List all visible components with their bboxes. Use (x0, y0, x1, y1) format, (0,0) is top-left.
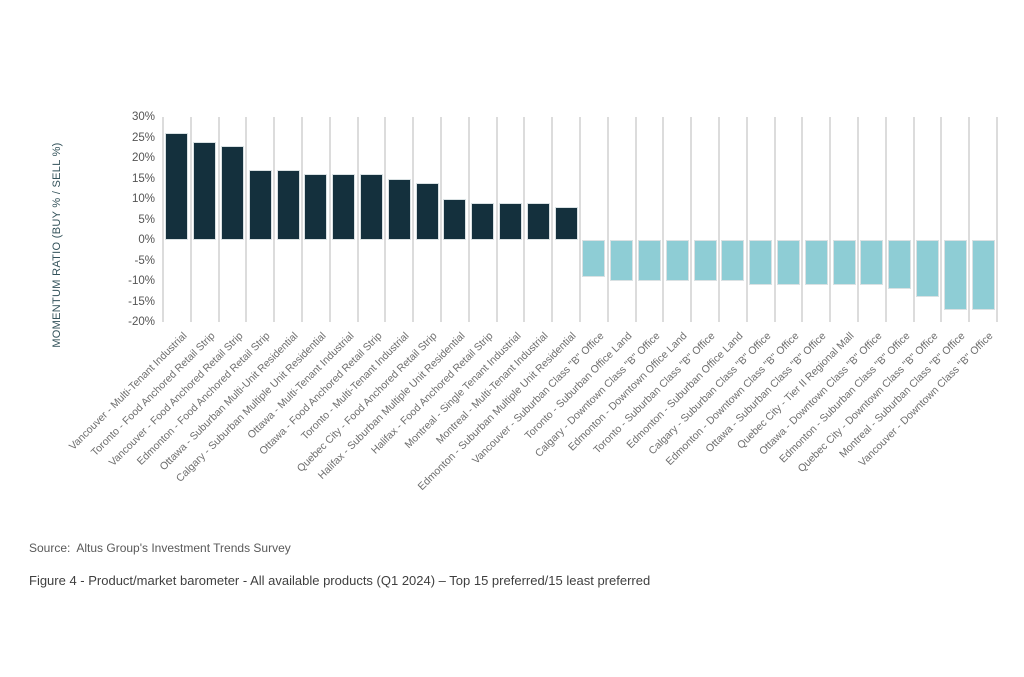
bar-negative (832, 240, 856, 286)
vertical-gridline (495, 117, 498, 322)
vertical-gridline (718, 117, 720, 322)
bar-positive (304, 174, 328, 240)
bar-positive (499, 203, 522, 240)
bar-positive (165, 133, 189, 240)
plot-area (162, 117, 998, 322)
vertical-gridline (273, 117, 276, 322)
vertical-gridline (245, 117, 248, 322)
bar-negative (721, 240, 745, 281)
vertical-gridline (606, 117, 609, 322)
vertical-gridline (690, 117, 693, 322)
vertical-gridline (662, 117, 665, 322)
vertical-gridline (328, 117, 331, 322)
vertical-gridline (968, 117, 971, 322)
vertical-gridline (412, 117, 415, 322)
y-axis-tick-label: -20% (128, 316, 155, 328)
source-text: Source: Altus Group's Investment Trends … (29, 541, 291, 555)
y-axis-tick-label: 20% (131, 152, 155, 164)
bar-negative (804, 240, 828, 286)
vertical-gridline (162, 117, 164, 322)
vertical-gridline (884, 117, 887, 322)
bar-negative (916, 240, 939, 298)
vertical-gridline (189, 117, 192, 322)
y-axis-tick-label: 0% (138, 234, 155, 246)
bar-negative (777, 240, 800, 286)
bar-negative (610, 240, 634, 281)
y-axis-tick-label: 30% (131, 111, 155, 123)
vertical-gridline (829, 117, 832, 322)
vertical-gridline (912, 117, 915, 322)
bar-negative (943, 240, 967, 310)
bar-negative (638, 240, 661, 281)
y-axis-tick-label: 15% (131, 172, 155, 185)
vertical-gridline (523, 117, 526, 322)
bar-negative (665, 240, 689, 281)
bar-positive (221, 145, 244, 240)
vertical-gridline (579, 117, 581, 322)
vertical-gridline (384, 117, 387, 322)
vertical-gridline (801, 117, 804, 322)
bar-positive (443, 199, 467, 240)
bar-positive (248, 170, 272, 240)
vertical-gridline (301, 117, 303, 322)
bar-negative (888, 240, 912, 290)
bar-negative (749, 240, 773, 286)
bar-negative (693, 240, 717, 281)
bar-positive (193, 141, 217, 240)
y-axis-tick-label: -10% (128, 275, 155, 287)
y-axis-tick-label: -15% (128, 295, 155, 308)
vertical-gridline (940, 117, 943, 322)
vertical-gridline (745, 117, 748, 322)
vertical-gridline (857, 117, 859, 322)
vertical-gridline (356, 117, 359, 322)
bar-negative (971, 240, 995, 310)
figure-caption: Figure 4 - Product/market barometer - Al… (29, 573, 651, 588)
bar-positive (554, 207, 578, 240)
y-axis-tick-label: -5% (134, 254, 155, 267)
bar-positive (276, 170, 300, 240)
bar-negative (860, 240, 884, 286)
vertical-gridline (440, 117, 442, 322)
y-axis-tick-label: 25% (131, 131, 155, 144)
bar-positive (526, 203, 550, 240)
bar-positive (415, 182, 439, 240)
y-axis-title: MOMENTUM RATIO (BUY % / SELL %) (51, 142, 63, 348)
bar-positive (387, 178, 411, 240)
vertical-gridline (467, 117, 470, 322)
vertical-gridline (773, 117, 776, 322)
vertical-gridline (634, 117, 637, 322)
vertical-gridline (217, 117, 220, 322)
vertical-gridline (551, 117, 554, 322)
bar-positive (360, 174, 383, 240)
vertical-gridline (996, 117, 998, 322)
bar-positive (332, 174, 356, 240)
bar-negative (582, 240, 606, 277)
bar-positive (471, 203, 495, 240)
y-axis-tick-label: 10% (131, 193, 155, 205)
y-axis-tick-label: 5% (138, 213, 155, 226)
